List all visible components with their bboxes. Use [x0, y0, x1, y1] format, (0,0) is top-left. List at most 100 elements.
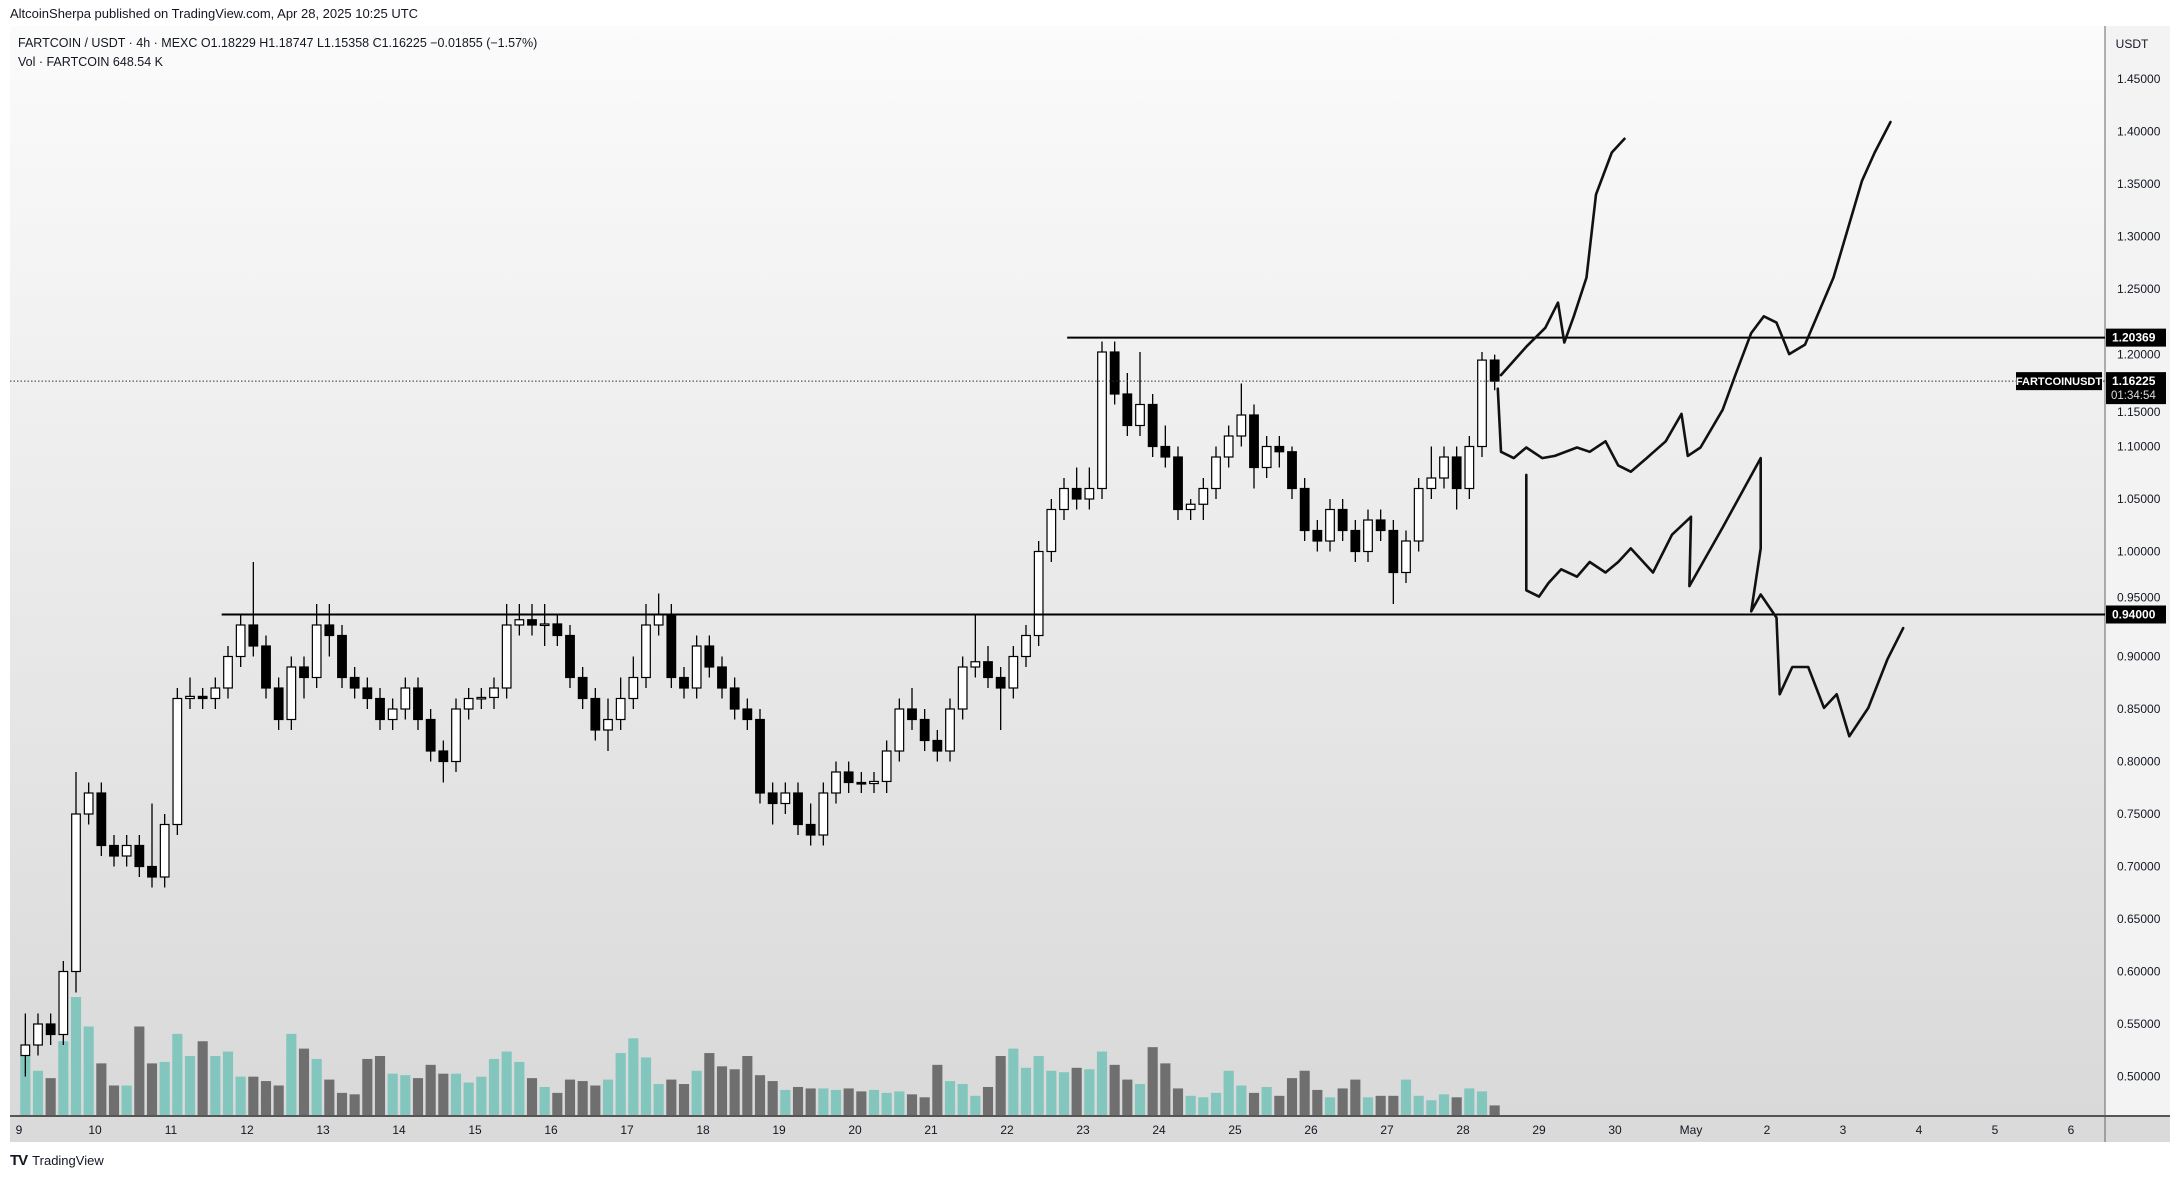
volume-bar	[501, 1051, 512, 1115]
candle	[223, 655, 233, 689]
candle	[400, 687, 411, 710]
candle	[691, 645, 702, 689]
drawing-path	[1499, 137, 1626, 377]
volume-bar	[1210, 1092, 1222, 1115]
y-tick-label: 0.85000	[2117, 702, 2161, 716]
candle	[83, 792, 94, 815]
candle	[869, 780, 879, 785]
volume-bar	[400, 1075, 411, 1115]
y-tick-label: 1.10000	[2117, 440, 2161, 454]
candle	[945, 708, 955, 752]
volume-bar	[1350, 1079, 1361, 1115]
volume-bar	[666, 1079, 677, 1115]
candle	[881, 750, 892, 783]
candle	[337, 634, 347, 679]
drawing-path	[1496, 120, 1892, 474]
hand-drawings	[1496, 120, 1905, 738]
volume-bar	[210, 1056, 221, 1115]
volume-bar	[729, 1069, 740, 1115]
symbol-label-bg	[2016, 372, 2102, 391]
candle	[1413, 487, 1424, 542]
volume-bar	[906, 1094, 918, 1115]
x-tick-label: 24	[1152, 1123, 1166, 1137]
candle	[628, 676, 639, 700]
volume-bar	[1261, 1086, 1272, 1115]
volume-bar	[1400, 1079, 1412, 1115]
x-ticks: 9 10 11 12 13 14 15 16 17 18 19 20 21 22 23 24 25 26 27 28 2…	[16, 1123, 2075, 1137]
candle	[527, 619, 537, 626]
candle	[1299, 487, 1310, 532]
y-tick-label: 1.45000	[2117, 72, 2161, 86]
last-price-label-bg	[2106, 372, 2166, 405]
candle	[1249, 414, 1259, 469]
volume-bar	[298, 1048, 310, 1115]
x-tick-label: 27	[1380, 1123, 1394, 1137]
level-price-label: 0.94000	[2112, 608, 2156, 622]
volume-bar	[172, 1033, 183, 1115]
candle	[1261, 445, 1272, 469]
volume-bar	[1172, 1088, 1184, 1115]
candle	[1109, 351, 1120, 395]
x-tick-label: 21	[924, 1123, 938, 1137]
volume-bar	[1299, 1070, 1310, 1115]
volume-bar	[970, 1095, 981, 1115]
price-axis[interactable]	[2105, 26, 2170, 1116]
candle	[704, 645, 715, 668]
volume-bar	[146, 1063, 158, 1115]
volume-bar	[1362, 1097, 1374, 1115]
volume-bar	[83, 1026, 94, 1115]
volume-bar	[1489, 1105, 1500, 1115]
volume-bar	[32, 1070, 44, 1115]
candle	[843, 771, 854, 784]
candle	[679, 676, 689, 689]
candle	[577, 676, 588, 700]
volume-bar	[222, 1051, 234, 1115]
candle	[603, 718, 613, 731]
time-axis[interactable]	[10, 1116, 2170, 1142]
candle	[1337, 508, 1348, 532]
x-tick-label: 19	[772, 1123, 786, 1137]
volume-bar	[1324, 1097, 1336, 1115]
plot-area[interactable]	[10, 26, 2105, 1116]
x-tick-label: 2	[1764, 1123, 1771, 1137]
x-tick-label: 17	[620, 1123, 634, 1137]
volume-bar	[894, 1091, 905, 1115]
volume-bar	[324, 1079, 335, 1115]
x-tick-label: 25	[1228, 1123, 1242, 1137]
candle	[1147, 403, 1158, 448]
x-tick-label: 9	[16, 1123, 23, 1137]
candle	[159, 823, 170, 878]
candle	[1122, 393, 1133, 427]
volume-bar	[45, 1078, 56, 1115]
candle	[20, 1044, 31, 1057]
volume-bar	[678, 1084, 690, 1115]
x-tick-label: 6	[2068, 1123, 2075, 1137]
last-price-label: 1.16225	[2112, 374, 2156, 388]
candle	[362, 687, 373, 700]
candle	[615, 697, 626, 721]
candle	[273, 687, 284, 721]
publish-line: AltcoinSherpa published on TradingView.c…	[10, 6, 419, 21]
x-tick-label: 29	[1532, 1123, 1546, 1137]
brand-name: TradingView	[32, 1153, 104, 1168]
y-tick-label: 1.00000	[2117, 545, 2161, 559]
volume-bar	[273, 1085, 284, 1115]
candle	[856, 781, 867, 785]
volume-bar	[1109, 1064, 1120, 1115]
x-tick-label: 4	[1916, 1123, 1923, 1137]
candle	[831, 771, 841, 794]
candle	[1464, 445, 1475, 490]
volume-bar	[881, 1092, 892, 1115]
x-tick-label: 20	[848, 1123, 862, 1137]
candle	[932, 739, 943, 752]
volume-bar	[488, 1058, 500, 1115]
candle	[755, 718, 765, 794]
candle	[666, 613, 677, 679]
volume-bar	[1096, 1051, 1108, 1115]
candle	[565, 634, 575, 679]
candle	[109, 844, 119, 857]
candle	[1097, 351, 1107, 490]
y-tick-label: 1.35000	[2117, 177, 2161, 191]
tradingview-logo-icon: TV	[10, 1152, 28, 1169]
